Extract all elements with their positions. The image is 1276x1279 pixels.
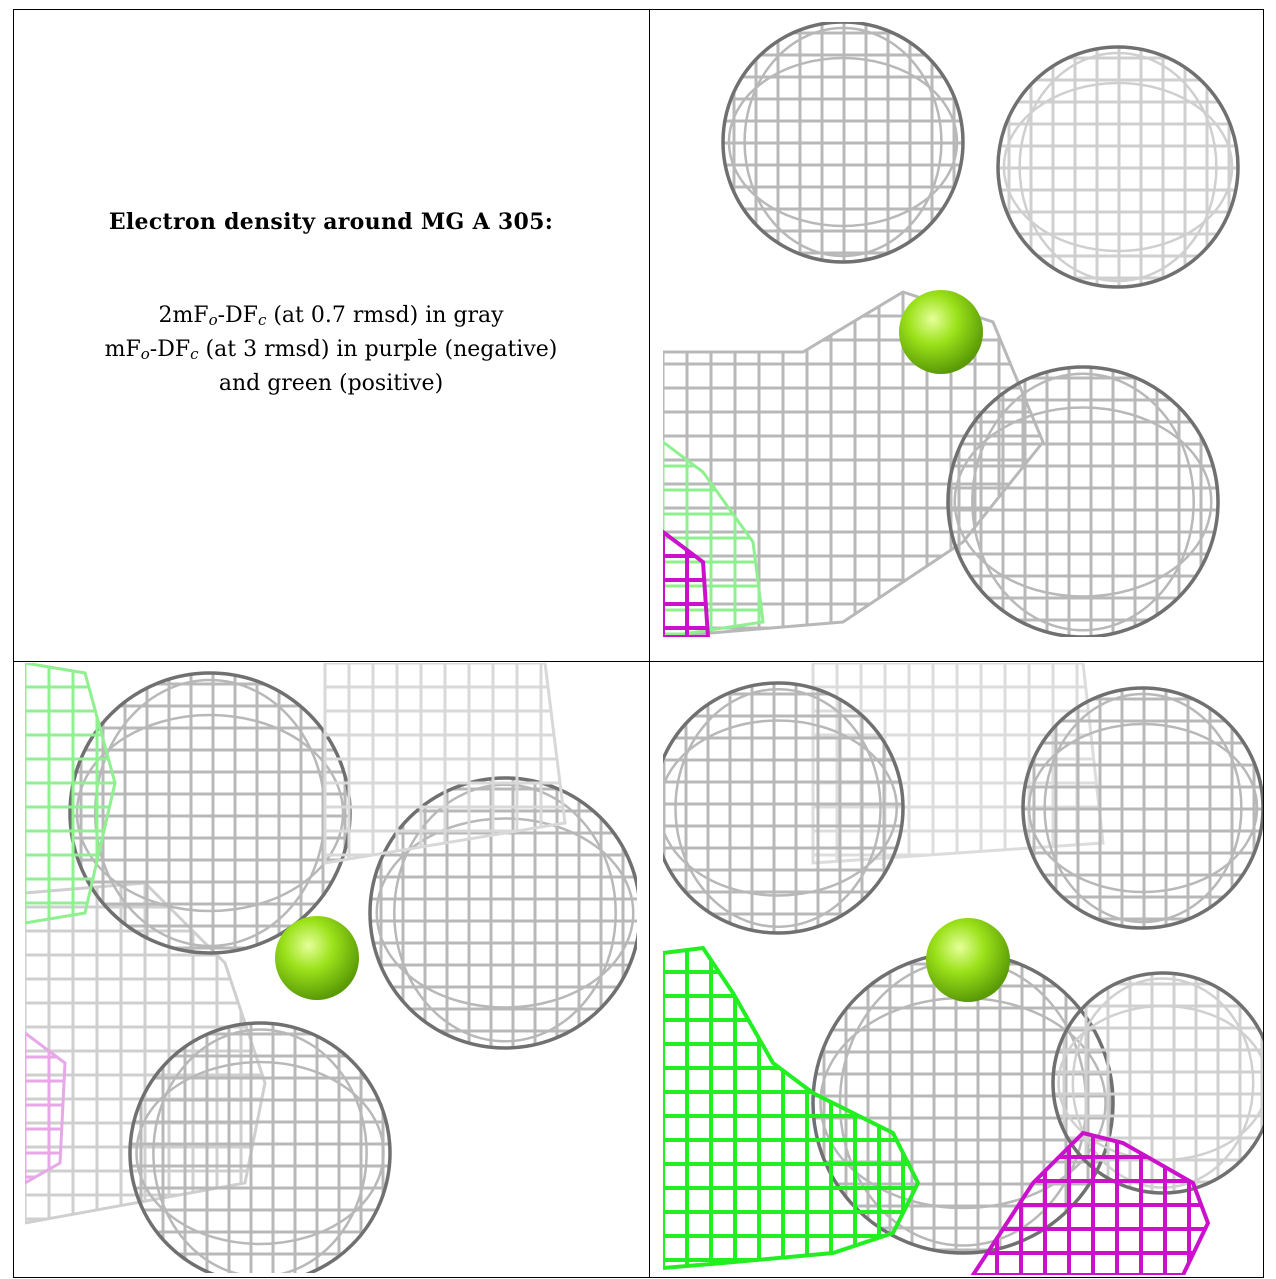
negative-density-mesh [663,529,711,637]
mesh-sphere [368,776,637,1050]
legend-line-green: and green (positive) [218,371,444,396]
mesh-sphere [68,671,352,955]
legend-text: mF [104,337,141,362]
legend-line-purple: mFo-DFc (at 3 rmsd) in purple (negative) [105,333,558,367]
table-border-top [13,9,1264,10]
caption-legend: 2mFo-DFc (at 0.7 rmsd) in gray mFo-DFc (… [105,299,558,401]
mesh-sphere [128,1021,392,1273]
legend-text: -DF [149,337,191,362]
positive-density-mesh [663,945,921,1271]
mg-ion-sphere [899,290,983,374]
density-mesh-view [663,663,1263,1275]
mesh-sphere [1021,686,1263,930]
table-border-bottom [13,1277,1264,1278]
density-panel-top-right [663,22,1263,637]
legend-text: (at 3 rmsd) in purple (negative) [198,337,558,362]
negative-density-mesh [25,1031,67,1185]
legend-text: 2mF [158,303,209,328]
mg-ion-sphere [926,918,1010,1002]
legend-sub: c [257,311,267,329]
mesh-sphere [996,45,1240,289]
mg-ion-sphere [275,916,359,1000]
mesh-sphere [946,365,1220,637]
caption-cell: Electron density around MG A 305: 2mFo-D… [13,9,649,661]
legend-sub: o [208,311,218,329]
table-border-left [13,9,14,1278]
legend-text: -DF [217,303,258,328]
density-mesh-view [663,22,1240,637]
positive-density-mesh [663,440,765,637]
legend-line-gray: 2mFo-DFc (at 0.7 rmsd) in gray [105,299,558,333]
mesh-sphere [721,22,965,264]
density-mesh-view [25,663,637,1273]
table-border-middle [13,661,1264,662]
legend-text: (at 0.7 rmsd) in gray [266,303,504,328]
table-border-right [1263,9,1264,1278]
table-border-center [649,9,650,1278]
legend-sub: o [140,345,150,363]
mesh-lobe [811,663,1105,865]
caption-title: Electron density around MG A 305: [108,209,554,235]
mesh-sphere [663,681,905,935]
density-panel-bottom-left [25,663,637,1273]
density-panel-bottom-right [663,663,1263,1275]
legend-sub: c [190,345,199,363]
mesh-sphere [1051,971,1263,1195]
